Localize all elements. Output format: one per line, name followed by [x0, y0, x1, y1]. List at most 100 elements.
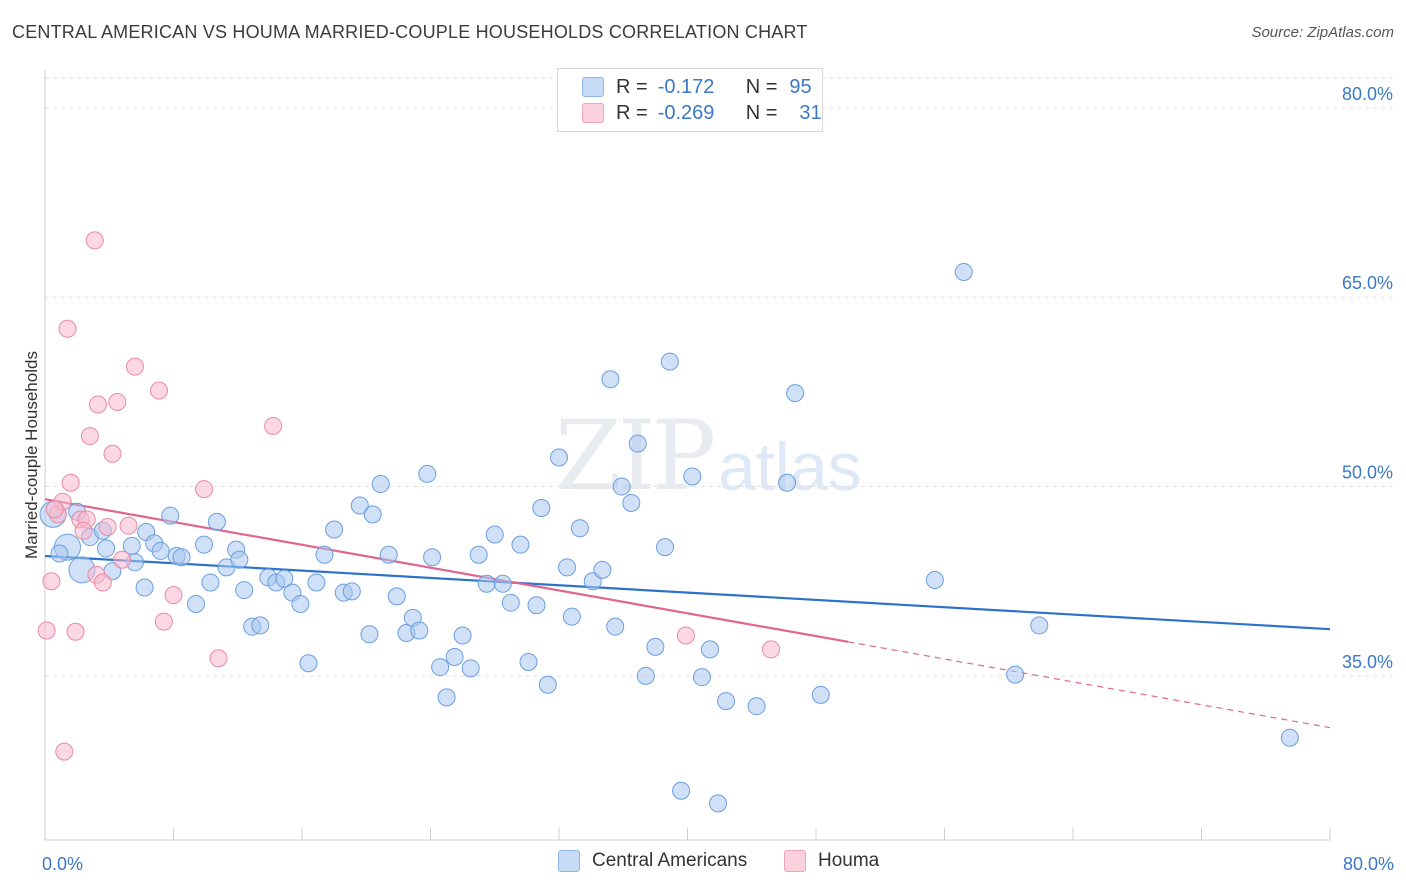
point-houma — [264, 416, 283, 435]
point-central-americans — [387, 587, 406, 606]
series-legend-central-americans[interactable]: Central Americans — [558, 850, 747, 872]
point-houma — [762, 640, 781, 659]
point-houma — [89, 395, 108, 414]
point-central-americans — [201, 573, 220, 592]
point-central-americans — [485, 525, 504, 544]
point-central-americans — [350, 496, 369, 515]
series-label-central-americans: Central Americans — [592, 850, 748, 871]
point-central-americans — [558, 558, 577, 577]
x-tick-label-max: 80.0% — [1343, 854, 1394, 874]
point-central-americans — [50, 544, 69, 563]
point-central-americans — [291, 594, 310, 613]
point-central-americans — [519, 653, 538, 672]
point-central-americans — [299, 654, 318, 673]
legend-r-label: R = — [616, 101, 648, 124]
point-central-americans — [360, 625, 379, 644]
trend-line-houma — [44, 498, 849, 643]
point-houma — [93, 573, 112, 592]
point-central-americans — [1030, 616, 1049, 635]
point-central-americans — [1280, 728, 1299, 747]
watermark-atlas: atlas — [718, 429, 862, 505]
point-central-americans — [606, 617, 625, 636]
point-central-americans — [570, 519, 589, 538]
point-central-americans — [363, 505, 382, 524]
point-central-americans — [954, 262, 973, 281]
point-houma — [42, 572, 61, 591]
point-houma — [119, 516, 138, 535]
point-central-americans — [601, 370, 620, 389]
y-tick-label: 65.0% — [1342, 273, 1393, 293]
point-central-americans — [151, 541, 170, 560]
point-central-americans — [593, 560, 612, 579]
point-central-americans — [1006, 665, 1025, 684]
point-houma — [85, 231, 104, 250]
point-central-americans — [532, 499, 551, 518]
point-houma — [154, 612, 173, 631]
point-central-americans — [275, 569, 294, 588]
series-legend: Central Americans Houma — [0, 850, 1406, 880]
point-central-americans — [161, 506, 180, 525]
legend-r-label: R = — [616, 75, 648, 98]
point-central-americans — [493, 574, 512, 593]
point-houma — [58, 319, 77, 338]
point-houma — [80, 427, 99, 446]
point-houma — [113, 550, 132, 569]
trend-line-central-americans — [44, 554, 1331, 631]
x-tick-label-min: 0.0% — [42, 854, 83, 874]
axes — [44, 70, 1331, 841]
point-central-americans — [622, 493, 641, 512]
watermark-zip: ZIP — [555, 400, 716, 512]
data-points — [37, 231, 1299, 813]
chart-title: CENTRAL AMERICAN VS HOUMA MARRIED-COUPLE… — [12, 22, 808, 42]
point-central-americans — [778, 473, 797, 492]
point-central-americans — [550, 448, 568, 467]
point-central-americans — [692, 668, 711, 687]
point-houma — [103, 444, 122, 463]
legend-n-label: N = — [745, 75, 778, 98]
y-tick-label: 50.0% — [1342, 463, 1393, 483]
point-central-americans — [636, 666, 655, 685]
point-central-americans — [371, 475, 390, 494]
point-central-americans — [461, 659, 480, 678]
point-houma — [164, 586, 183, 605]
point-central-americans — [230, 550, 249, 569]
point-houma — [37, 621, 56, 640]
y-axis-title: Married-couple Households — [22, 351, 41, 559]
point-central-americans — [469, 545, 488, 564]
legend-n-value: 95 — [789, 75, 812, 98]
point-central-americans — [527, 596, 546, 615]
point-central-americans — [925, 570, 944, 589]
point-central-americans — [646, 637, 665, 656]
point-central-americans — [135, 578, 154, 597]
point-houma — [45, 500, 64, 519]
point-central-americans — [445, 647, 464, 666]
correlation-legend: R = -0.172 N = 95 R = -0.269 N = 31 — [557, 68, 823, 132]
point-houma — [55, 742, 74, 761]
point-central-americans — [477, 574, 496, 593]
series-swatch-central-americans — [558, 850, 580, 872]
point-central-americans — [747, 697, 766, 716]
legend-n-value: 31 — [799, 101, 822, 124]
point-central-americans — [538, 675, 557, 694]
series-legend-houma[interactable]: Houma — [784, 850, 879, 872]
point-central-americans — [97, 539, 116, 558]
point-central-americans — [207, 512, 226, 531]
y-tick-label: 80.0% — [1342, 84, 1393, 104]
point-central-americans — [379, 545, 398, 564]
trend-line-houma-extension — [848, 641, 1331, 729]
legend-row-central-americans: R = -0.172 N = 95 — [582, 75, 812, 99]
point-central-americans — [660, 352, 679, 371]
point-houma — [150, 381, 169, 400]
point-houma — [676, 626, 695, 645]
point-houma — [195, 480, 214, 499]
point-houma — [209, 649, 228, 668]
legend-swatch-houma — [582, 103, 604, 123]
y-tick-label: 35.0% — [1342, 652, 1393, 672]
legend-swatch-central-americans — [582, 77, 604, 97]
point-central-americans — [612, 477, 631, 496]
series-swatch-houma — [784, 850, 806, 872]
point-houma — [125, 357, 144, 376]
point-central-americans — [418, 464, 437, 483]
point-central-americans — [410, 621, 429, 640]
